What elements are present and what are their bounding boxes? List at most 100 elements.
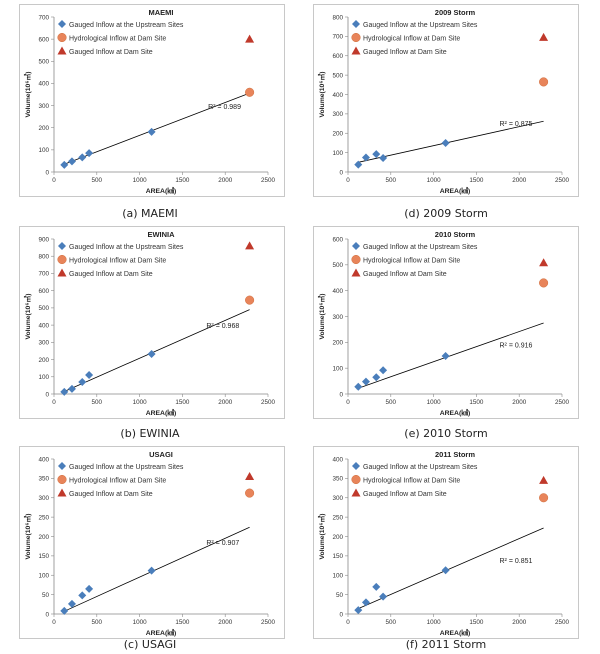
chart-panel-ewinia: EWINIA 0 100 200 300 400 500 600 700 800 900 0 500 10… [19,226,285,419]
legend-label: Gauged Inflow at the Upstream Sites [69,464,184,471]
chart-svg: MAEMI 0 100 200 300 400 500 600 700 0 500 1000 1500 2… [23,8,275,195]
x-tick-label: 500 [92,177,103,184]
x-tick-label: 0 [52,399,56,406]
chart-caption: (a) MAEMI [122,207,178,220]
data-point-diamond [60,387,69,396]
y-tick-label: 500 [332,262,343,269]
y-axis-label: Volume(10⁶㎥) [317,71,326,117]
chart-svg: 2009 Storm 0 100 200 300 400 500 600 700 800 0 500 1… [317,8,570,195]
y-tick-label: 400 [38,81,49,88]
x-tick-label: 2000 [512,177,527,184]
y-tick-label: 200 [38,125,49,132]
data-point-diamond [67,599,76,608]
data-point-diamond [147,566,156,575]
data-point-diamond [372,582,381,591]
x-tick-label: 1500 [469,399,484,406]
legend-label: Gauged Inflow at Dam Site [69,271,153,278]
y-tick-label: 0 [45,611,49,618]
x-tick-label: 0 [52,619,56,626]
y-tick-label: 50 [42,592,50,599]
y-tick-label: 200 [332,131,343,138]
x-tick-label: 1500 [469,619,484,626]
legend-marker-triangle [57,268,67,277]
x-tick-label: 500 [92,619,103,626]
data-point-diamond [441,138,450,147]
x-tick-label: 0 [52,177,56,184]
legend-label: Gauged Inflow at the Upstream Sites [363,22,478,29]
data-point-circle [539,278,549,288]
x-tick-label: 0 [346,619,350,626]
y-tick-label: 200 [332,340,343,347]
chart-panel-2009-storm: 2009 Storm 0 100 200 300 400 500 600 700 800 0 500 1… [313,4,579,197]
y-tick-label: 300 [332,495,343,502]
x-axis-label: AREA(㎢) [146,408,177,417]
y-tick-label: 200 [38,534,49,541]
y-tick-label: 500 [332,72,343,79]
legend-label: Hydrological Inflow at Dam Site [69,36,166,43]
legend-label: Hydrological Inflow at Dam Site [69,258,166,265]
legend-label: Gauged Inflow at the Upstream Sites [363,464,478,471]
chart-title: 2010 Storm [435,230,476,239]
y-tick-label: 500 [38,59,49,66]
trendline [356,322,544,390]
r-squared-label: R² = 0.875 [500,121,533,128]
y-tick-label: 300 [38,103,49,110]
y-tick-label: 350 [332,476,343,483]
data-point-diamond [361,598,370,607]
y-tick-label: 400 [332,92,343,99]
legend-marker-circle [57,474,67,485]
x-tick-label: 500 [386,177,397,184]
y-axis-label: Volume(10⁶㎥) [23,71,32,117]
x-tick-label: 2000 [218,399,233,406]
data-point-diamond [379,592,388,601]
x-tick-label: 2500 [555,177,570,184]
x-tick-label: 2500 [261,619,276,626]
chart-caption: (f) 2011 Storm [405,638,487,651]
x-tick-label: 2500 [555,619,570,626]
legend-label: Gauged Inflow at the Upstream Sites [69,244,184,251]
legend-label: Hydrological Inflow at Dam Site [363,258,460,265]
chart-title: USAGI [149,450,173,459]
x-tick-label: 1000 [427,399,442,406]
x-tick-label: 2500 [555,399,570,406]
x-tick-label: 1000 [133,619,148,626]
chart-title: MAEMI [149,8,174,17]
y-tick-label: 600 [332,236,343,243]
x-tick-label: 2000 [218,619,233,626]
y-tick-label: 100 [38,147,49,154]
x-tick-label: 1000 [427,177,442,184]
data-point-diamond [85,371,94,380]
y-tick-label: 100 [332,573,343,580]
x-axis-label: AREA(㎢) [440,408,471,417]
legend-marker-triangle [57,488,67,497]
r-squared-label: R² = 0.907 [206,540,239,547]
chart-title: EWINIA [147,230,175,239]
x-tick-label: 1500 [175,177,190,184]
data-point-diamond [441,566,450,575]
trendline [356,120,544,164]
y-tick-label: 100 [38,573,49,580]
legend-marker-diamond [58,20,66,28]
legend-marker-triangle [351,488,361,497]
r-squared-label: R² = 0.968 [206,323,239,330]
y-tick-label: 400 [38,322,49,329]
legend-marker-diamond [352,20,360,28]
data-point-diamond [85,584,94,593]
x-tick-label: 0 [346,399,350,406]
legend-label: Gauged Inflow at Dam Site [69,491,153,498]
legend-marker-circle [57,32,67,43]
data-point-circle [539,493,549,503]
data-point-diamond [361,377,370,386]
chart-svg: 2010 Storm 0 100 200 300 400 500 600 0 500 1000 150… [317,230,570,417]
legend-marker-diamond [352,242,360,250]
y-tick-label: 900 [38,236,49,243]
legend-label: Hydrological Inflow at Dam Site [363,478,460,485]
legend-label: Gauged Inflow at Dam Site [363,49,447,56]
y-tick-label: 700 [332,34,343,41]
x-tick-label: 0 [346,177,350,184]
data-point-triangle [245,241,255,250]
x-axis-label: AREA(㎢) [146,628,177,637]
legend-label: Gauged Inflow at the Upstream Sites [69,22,184,29]
data-point-diamond [379,366,388,375]
data-point-diamond [354,160,363,169]
